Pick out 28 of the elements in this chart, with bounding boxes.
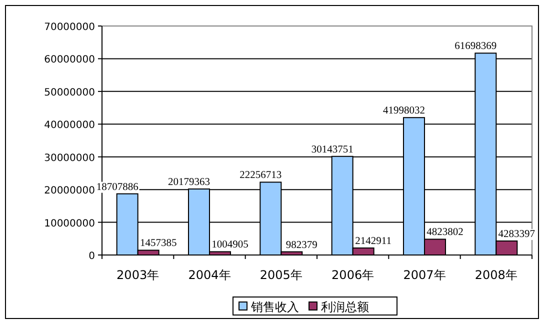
y-tick-label: 50000000 — [44, 87, 95, 98]
data-label: 4283397 — [498, 228, 536, 240]
x-tick-label: 2005年 — [260, 268, 302, 282]
x-tick-label: 2003年 — [116, 268, 160, 282]
data-label: 22256713 — [240, 170, 282, 182]
y-tick-label: 0 — [88, 251, 95, 262]
data-label: 41998032 — [383, 106, 425, 117]
legend-label: 销售收入 — [250, 300, 299, 314]
legend-label: 利润总额 — [321, 300, 369, 314]
data-label: 1004905 — [212, 240, 248, 251]
data-label: 18707886 — [96, 182, 138, 193]
data-label: 30143751 — [311, 144, 354, 156]
x-tick-label: 2006年 — [332, 268, 374, 282]
y-tick-label: 20000000 — [44, 186, 95, 197]
x-tick-label: 2008年 — [474, 268, 518, 282]
y-tick-label: 40000000 — [44, 120, 95, 132]
data-label: 20179363 — [168, 176, 210, 188]
y-tick-label: 60000000 — [44, 54, 95, 66]
data-label: 61698369 — [454, 41, 497, 52]
data-label: 1457385 — [140, 238, 177, 250]
data-label: 982379 — [286, 240, 318, 251]
y-tick-label: 10000000 — [44, 218, 95, 230]
y-tick-label: 30000000 — [44, 152, 95, 164]
y-tick-label: 70000000 — [44, 22, 95, 33]
x-tick-label: 2007年 — [403, 268, 446, 282]
data-label: 4823802 — [426, 227, 464, 238]
data-label: 2142911 — [355, 236, 392, 247]
x-tick-label: 2004年 — [188, 268, 231, 282]
